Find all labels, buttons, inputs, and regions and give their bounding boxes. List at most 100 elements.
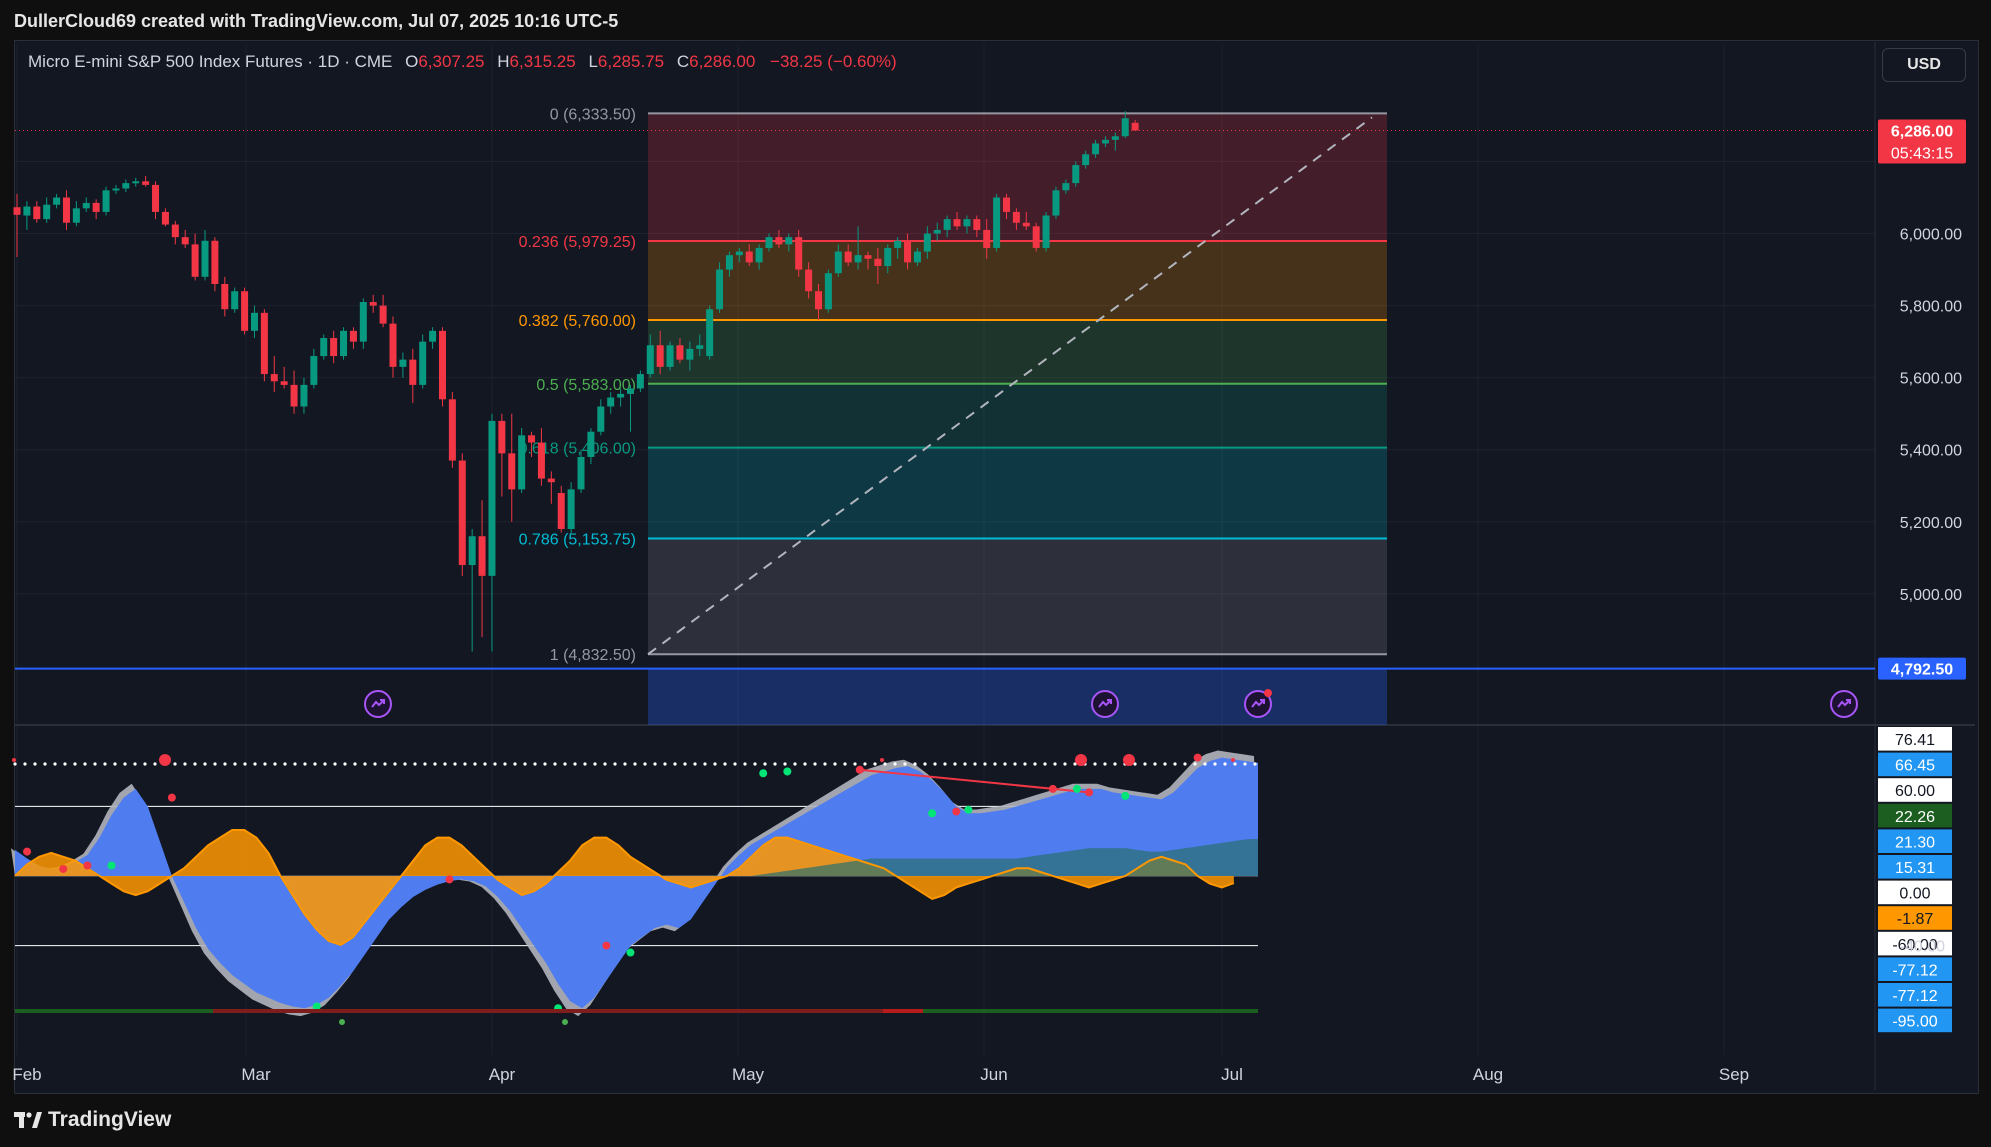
- event-marker-icon: [1091, 690, 1119, 718]
- osc-dot-row: [943, 762, 947, 766]
- candle-body: [419, 341, 427, 385]
- osc-teal-area: [15, 838, 1258, 876]
- candle-body: [617, 393, 625, 398]
- osc-value-tag-bg: [1878, 957, 1952, 981]
- currency-button[interactable]: USD: [1882, 48, 1966, 82]
- candle-body: [468, 536, 476, 566]
- event-alert-dot: [1264, 689, 1272, 697]
- osc-dot-row: [273, 762, 277, 766]
- candle-body: [122, 183, 130, 189]
- osc-dot-row: [553, 762, 557, 766]
- candle-body: [547, 478, 555, 483]
- fib-zone: [648, 241, 1387, 321]
- osc-top-marker: [1231, 758, 1235, 762]
- osc-signal-dot: [1193, 753, 1202, 762]
- osc-value-tag-label: -1.87: [1897, 911, 1934, 928]
- event-arrow: [1098, 699, 1112, 708]
- osc-dot-row: [933, 762, 937, 766]
- candle-body: [973, 219, 981, 230]
- event-arrow: [1837, 699, 1851, 708]
- osc-signal-dot: [602, 941, 611, 950]
- candle-body: [340, 330, 348, 357]
- osc-dot-row: [13, 762, 17, 766]
- osc-dot-row: [843, 762, 847, 766]
- osc-dot-row: [1013, 762, 1017, 766]
- price-axis-label: 5,800.00: [1900, 299, 1962, 316]
- candle-body: [528, 435, 536, 443]
- candle-body: [716, 269, 724, 310]
- candle-body: [270, 374, 278, 382]
- osc-orange-line: [14, 828, 1235, 946]
- event-marker-icon: [364, 690, 392, 718]
- osc-signal-dot: [964, 805, 973, 814]
- osc-dot-row: [103, 762, 107, 766]
- price-tag-countdown: 05:43:15: [1891, 145, 1953, 162]
- candle-body: [626, 388, 634, 394]
- candle-body: [567, 489, 575, 530]
- candle-body: [359, 302, 367, 342]
- osc-value-tag-bg: [1878, 880, 1952, 905]
- fib-level-label: 0.382 (5,760.00): [519, 313, 636, 330]
- osc-dot-row: [793, 762, 797, 766]
- candle-body: [72, 208, 80, 223]
- candle-body: [310, 356, 318, 385]
- high-value: 6,315.25: [509, 52, 576, 71]
- osc-dot-row: [423, 762, 427, 766]
- tradingview-logo[interactable]: TradingView: [14, 1108, 171, 1132]
- osc-dot-row: [1193, 762, 1197, 766]
- osc-dot-row: [193, 762, 197, 766]
- osc-dot-row: [1023, 762, 1027, 766]
- footer-bar: [0, 1097, 1991, 1147]
- osc-dot-row: [863, 762, 867, 766]
- candle-body: [112, 188, 120, 191]
- osc-value-tag-bg: [1878, 778, 1952, 802]
- candle-body: [102, 190, 110, 212]
- osc-signal-dot: [759, 769, 768, 778]
- change-value: −38.25 (−0.60%): [770, 52, 897, 71]
- osc-signal-dot: [783, 767, 792, 776]
- osc-value-tag-label: -77.12: [1892, 962, 1937, 979]
- candle-body: [913, 251, 921, 263]
- candle-body: [864, 255, 872, 259]
- candle-body: [1012, 211, 1020, 223]
- osc-value-tag-bg: [1878, 803, 1952, 828]
- osc-dot-row: [1093, 762, 1097, 766]
- candle-body: [706, 309, 714, 357]
- event-arrow: [371, 699, 385, 708]
- osc-value-tag-bg: [1878, 855, 1952, 879]
- candle-body: [537, 442, 545, 479]
- low-value: 6,285.75: [597, 52, 665, 71]
- osc-dot-row: [1243, 762, 1247, 766]
- candle-body: [656, 345, 664, 367]
- osc-dot-row: [283, 762, 287, 766]
- osc-dot-row: [653, 762, 657, 766]
- candle-body: [1032, 226, 1040, 248]
- osc-dot-row: [383, 762, 387, 766]
- candle-body: [132, 181, 140, 184]
- osc-bottom-bar: [15, 1009, 213, 1013]
- symbol-name[interactable]: Micro E-mini S&P 500 Index Futures · 1D …: [28, 52, 393, 71]
- candle-body: [161, 211, 169, 225]
- osc-signal-dot: [312, 1002, 321, 1011]
- candle-body: [557, 492, 565, 530]
- price-axis-label: 5,400.00: [1900, 443, 1962, 460]
- osc-dot-row: [293, 762, 297, 766]
- osc-dot-row: [83, 762, 87, 766]
- fib-level-label: 0.786 (5,153.75): [519, 531, 636, 548]
- osc-dot-row: [1223, 762, 1227, 766]
- open-label: O: [405, 52, 419, 71]
- time-axis-label: Feb: [12, 1065, 41, 1084]
- osc-dot-row: [1053, 762, 1057, 766]
- osc-dot-row: [323, 762, 327, 766]
- fib-level-label: 0.236 (5,979.25): [519, 234, 636, 251]
- osc-axis-label: -40.00: [1900, 939, 1945, 956]
- candle-body: [735, 251, 743, 256]
- osc-dot-row: [823, 762, 827, 766]
- candle-body: [260, 312, 268, 375]
- osc-value-tag-label: 0.00: [1899, 886, 1930, 903]
- candle-body: [250, 312, 258, 331]
- osc-dot-row: [483, 762, 487, 766]
- candle-body: [646, 345, 654, 375]
- osc-dot-row: [833, 762, 837, 766]
